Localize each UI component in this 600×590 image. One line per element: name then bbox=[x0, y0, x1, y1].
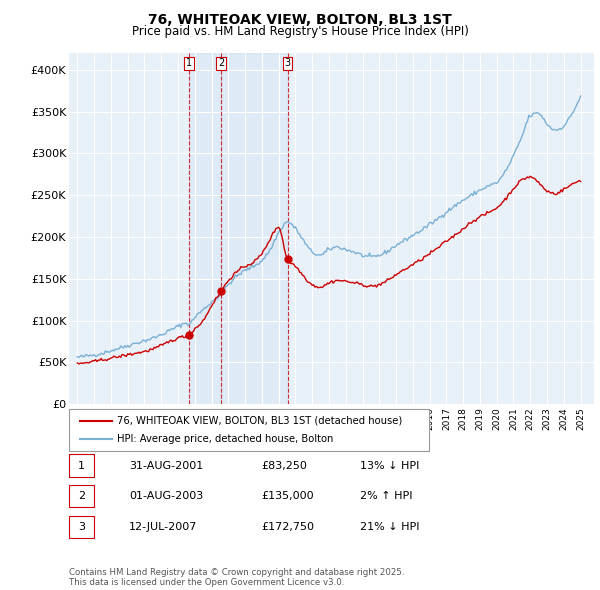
Bar bbox=[221, 53, 287, 404]
Text: 2% ↑ HPI: 2% ↑ HPI bbox=[360, 491, 413, 501]
Bar bbox=[189, 53, 221, 404]
Text: £135,000: £135,000 bbox=[261, 491, 314, 501]
Text: 01-AUG-2003: 01-AUG-2003 bbox=[129, 491, 203, 501]
Text: 12-JUL-2007: 12-JUL-2007 bbox=[129, 522, 197, 532]
Text: 13% ↓ HPI: 13% ↓ HPI bbox=[360, 461, 419, 470]
Text: HPI: Average price, detached house, Bolton: HPI: Average price, detached house, Bolt… bbox=[117, 434, 334, 444]
Text: 76, WHITEOAK VIEW, BOLTON, BL3 1ST (detached house): 76, WHITEOAK VIEW, BOLTON, BL3 1ST (deta… bbox=[117, 416, 402, 426]
Text: 3: 3 bbox=[78, 522, 85, 532]
Text: 2: 2 bbox=[78, 491, 85, 501]
Text: Price paid vs. HM Land Registry's House Price Index (HPI): Price paid vs. HM Land Registry's House … bbox=[131, 25, 469, 38]
Text: 21% ↓ HPI: 21% ↓ HPI bbox=[360, 522, 419, 532]
Text: 3: 3 bbox=[284, 58, 290, 68]
Text: 1: 1 bbox=[186, 58, 193, 68]
Text: Contains HM Land Registry data © Crown copyright and database right 2025.
This d: Contains HM Land Registry data © Crown c… bbox=[69, 568, 404, 587]
Text: 31-AUG-2001: 31-AUG-2001 bbox=[129, 461, 203, 470]
Text: £83,250: £83,250 bbox=[261, 461, 307, 470]
Text: 2: 2 bbox=[218, 58, 224, 68]
Text: £172,750: £172,750 bbox=[261, 522, 314, 532]
Text: 76, WHITEOAK VIEW, BOLTON, BL3 1ST: 76, WHITEOAK VIEW, BOLTON, BL3 1ST bbox=[148, 13, 452, 27]
Text: 1: 1 bbox=[78, 461, 85, 470]
